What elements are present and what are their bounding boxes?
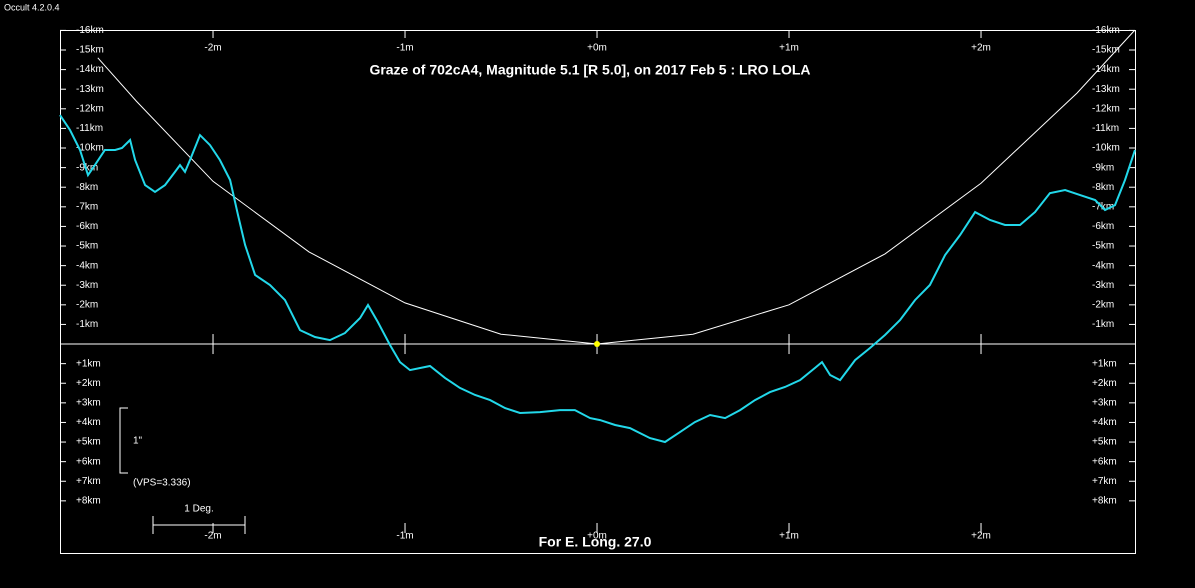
- y-tick-label: +1km: [76, 358, 101, 369]
- scale-bracket: [119, 407, 128, 474]
- x-tick-label: +1m: [779, 43, 799, 54]
- y-tick-label: -10km: [1092, 143, 1120, 154]
- y-tick-label: -8km: [76, 182, 98, 193]
- y-tick-label: -6km: [1092, 221, 1114, 232]
- window-title: Occult 4.2.0.4: [4, 2, 60, 12]
- x-tick-label: +0m: [587, 531, 607, 542]
- y-tick-label: -12km: [1092, 103, 1120, 114]
- y-tick-label: -15km: [76, 45, 104, 56]
- y-tick-label: -7km: [76, 201, 98, 212]
- y-tick-label: +8km: [1092, 495, 1117, 506]
- degree-annotation: 1 Deg.: [184, 504, 213, 515]
- profile-line: [59, 114, 1136, 444]
- x-axis-label: For E. Long. 27.0: [539, 534, 652, 550]
- x-tick-label: -2m: [204, 531, 221, 542]
- y-tick-label: -4km: [76, 260, 98, 271]
- y-tick-label: -5km: [76, 241, 98, 252]
- y-tick-label: -8km: [1092, 182, 1114, 193]
- y-tick-label: -9km: [1092, 162, 1114, 173]
- vps-annotation: (VPS=3.336): [133, 478, 191, 489]
- scale-annotation: 1": [133, 436, 143, 447]
- y-tick-label: -4km: [1092, 260, 1114, 271]
- y-tick-label: +3km: [1092, 397, 1117, 408]
- plot-frame: [60, 30, 1136, 554]
- y-tick-label: +8km: [76, 495, 101, 506]
- y-tick-label: +5km: [1092, 437, 1117, 448]
- x-tick-label: +1m: [779, 531, 799, 542]
- y-tick-label: +2km: [76, 378, 101, 389]
- x-tick-label: +0m: [587, 43, 607, 54]
- y-tick-label: -13km: [1092, 84, 1120, 95]
- y-tick-label: -3km: [1092, 280, 1114, 291]
- y-tick-label: -11km: [76, 123, 103, 134]
- y-tick-label: -9km: [76, 162, 98, 173]
- y-tick-label: +7km: [1092, 476, 1117, 487]
- x-tick-label: -1m: [396, 531, 413, 542]
- y-tick-label: +7km: [76, 476, 101, 487]
- y-tick-label: +3km: [76, 397, 101, 408]
- y-tick-label: -12km: [76, 103, 104, 114]
- y-tick-label: +5km: [76, 437, 101, 448]
- y-tick-label: -13km: [76, 84, 104, 95]
- x-tick-label: -2m: [204, 43, 221, 54]
- x-tick-label: +2m: [971, 531, 991, 542]
- chart-title: Graze of 702cA4, Magnitude 5.1 [R 5.0], …: [369, 62, 810, 78]
- degree-scale-bar: [152, 516, 246, 534]
- y-tick-label: +2km: [1092, 378, 1117, 389]
- y-tick-label: -10km: [76, 143, 104, 154]
- y-tick-label: -14km: [1092, 64, 1120, 75]
- y-tick-label: -6km: [76, 221, 98, 232]
- x-tick-label: +2m: [971, 43, 991, 54]
- y-tick-label: -14km: [76, 64, 104, 75]
- y-tick-label: +1km: [1092, 358, 1117, 369]
- y-tick-label: -3km: [76, 280, 98, 291]
- y-tick-label: +6km: [76, 456, 101, 467]
- y-tick-label: -5km: [1092, 241, 1114, 252]
- y-tick-label: +4km: [76, 417, 101, 428]
- data-point: [594, 341, 601, 348]
- y-tick-label: +4km: [1092, 417, 1117, 428]
- y-tick-label: -2km: [76, 299, 98, 310]
- y-tick-label: -1km: [1092, 319, 1114, 330]
- y-tick-label: -1km: [76, 319, 98, 330]
- x-tick-label: -1m: [396, 43, 413, 54]
- y-tick-label: -16km: [1092, 25, 1120, 36]
- y-tick-label: -2km: [1092, 299, 1114, 310]
- y-tick-label: -15km: [1092, 45, 1120, 56]
- y-tick-label: +6km: [1092, 456, 1117, 467]
- y-tick-label: -11km: [1092, 123, 1119, 134]
- y-tick-label: -16km: [76, 25, 104, 36]
